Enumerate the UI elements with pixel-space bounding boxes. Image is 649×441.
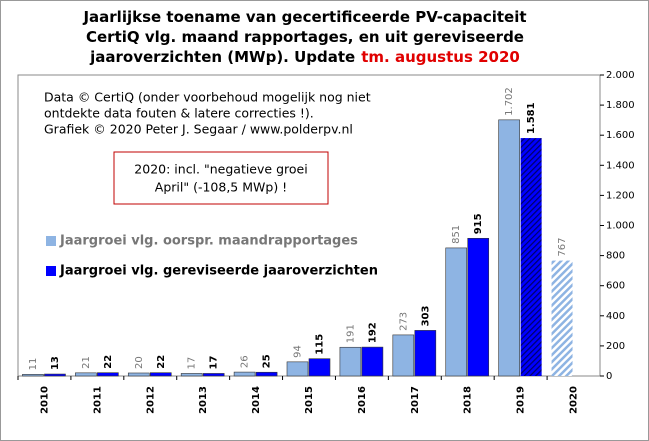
value-label: 17 xyxy=(187,357,198,370)
title-text: jaaroverzichten (MWp). Update xyxy=(89,48,355,66)
value-label: 13 xyxy=(50,356,61,370)
y-tick-label: 800 xyxy=(606,251,625,262)
bar xyxy=(149,372,172,377)
x-tick-label: 2011 xyxy=(92,386,103,414)
legend-marker xyxy=(46,236,56,246)
x-tick-label: 2013 xyxy=(198,386,209,414)
annotation: ontdekte data fouten & latere correcties… xyxy=(44,106,314,121)
legend-marker xyxy=(46,266,56,276)
bar xyxy=(361,346,384,377)
chart-title: CertiQ vlg. maand rapportages, en uit ge… xyxy=(86,28,524,46)
bar xyxy=(308,358,331,377)
bar xyxy=(498,119,520,377)
bar xyxy=(97,372,119,377)
x-tick-label: 2016 xyxy=(357,386,368,414)
bar xyxy=(233,371,256,377)
value-label: 192 xyxy=(367,322,378,343)
value-label: 22 xyxy=(103,355,114,369)
bar xyxy=(44,373,66,377)
value-label: 767 xyxy=(557,237,568,256)
value-label: 17 xyxy=(209,355,220,369)
value-label: 1.702 xyxy=(504,87,515,116)
value-label: 20 xyxy=(134,356,145,369)
bar xyxy=(202,373,225,377)
value-label: 11 xyxy=(28,358,39,371)
chart-title: jaaroverzichten (MWp). Update tm. augustu… xyxy=(89,48,520,66)
y-tick-label: 600 xyxy=(606,281,625,292)
value-label: 191 xyxy=(345,324,356,343)
chart-title: Jaarlijkse toename van gecertificeerde P… xyxy=(82,8,526,26)
bar xyxy=(286,361,309,377)
y-tick-label: 1.800 xyxy=(606,100,635,111)
x-tick-label: 2017 xyxy=(410,386,421,414)
value-label: 273 xyxy=(398,312,409,331)
value-label: 26 xyxy=(240,355,251,368)
value-label: 22 xyxy=(156,355,167,369)
value-label: 21 xyxy=(81,356,92,369)
legend-label: Jaargroei vlg. oorspr. maandrapportages xyxy=(59,234,358,249)
bar xyxy=(445,247,468,377)
x-tick-label: 2012 xyxy=(145,386,156,414)
bar xyxy=(22,374,44,377)
legend-label: Jaargroei vlg. gereviseerde jaaroverzich… xyxy=(59,264,378,279)
value-label: 303 xyxy=(420,305,431,326)
value-label: 915 xyxy=(473,213,484,234)
y-tick-label: 2.000 xyxy=(606,70,635,81)
bar xyxy=(127,372,150,377)
y-tick-label: 1.400 xyxy=(606,160,635,171)
x-tick-label: 2015 xyxy=(304,386,315,414)
bar xyxy=(180,373,203,377)
bar xyxy=(551,260,573,376)
bar xyxy=(255,371,278,377)
note-box xyxy=(113,151,329,205)
value-label: 94 xyxy=(293,345,304,358)
x-tick-label: 2014 xyxy=(251,386,262,414)
bar xyxy=(392,334,415,377)
annotation: Grafiek © 2020 Peter J. Segaar / www.pol… xyxy=(44,122,353,137)
x-tick-label: 2018 xyxy=(463,386,474,414)
value-label: 851 xyxy=(451,225,462,244)
bar xyxy=(75,372,97,377)
x-tick-label: 2010 xyxy=(39,386,50,414)
title-text: CertiQ vlg. maand rapportages, en uit ge… xyxy=(86,28,524,46)
note-text: 2020: incl. "negatieve groei xyxy=(134,162,307,177)
y-tick-label: 1.200 xyxy=(606,190,635,201)
note-text: April" (-108,5 MWp) ! xyxy=(155,180,287,195)
value-label: 115 xyxy=(315,334,326,355)
y-tick-label: 1.000 xyxy=(606,221,635,232)
title-highlight: tm. augustus 2020 xyxy=(361,48,520,66)
y-tick-label: 200 xyxy=(606,341,625,352)
bar xyxy=(414,330,437,377)
annotation: Data © CertiQ (onder voorbehoud mogelijk… xyxy=(44,90,371,105)
x-tick-label: 2019 xyxy=(516,386,527,414)
value-label: 25 xyxy=(262,354,273,368)
y-tick-label: 400 xyxy=(606,311,625,322)
bar xyxy=(467,237,490,377)
bar xyxy=(520,138,542,376)
y-tick-label: 0 xyxy=(606,371,612,382)
bar xyxy=(339,346,362,377)
y-tick-label: 1.600 xyxy=(606,130,635,141)
value-label: 1.581 xyxy=(526,102,537,134)
title-text: Jaarlijkse toename van gecertificeerde P… xyxy=(82,8,526,26)
x-tick-label: 2020 xyxy=(569,386,580,414)
